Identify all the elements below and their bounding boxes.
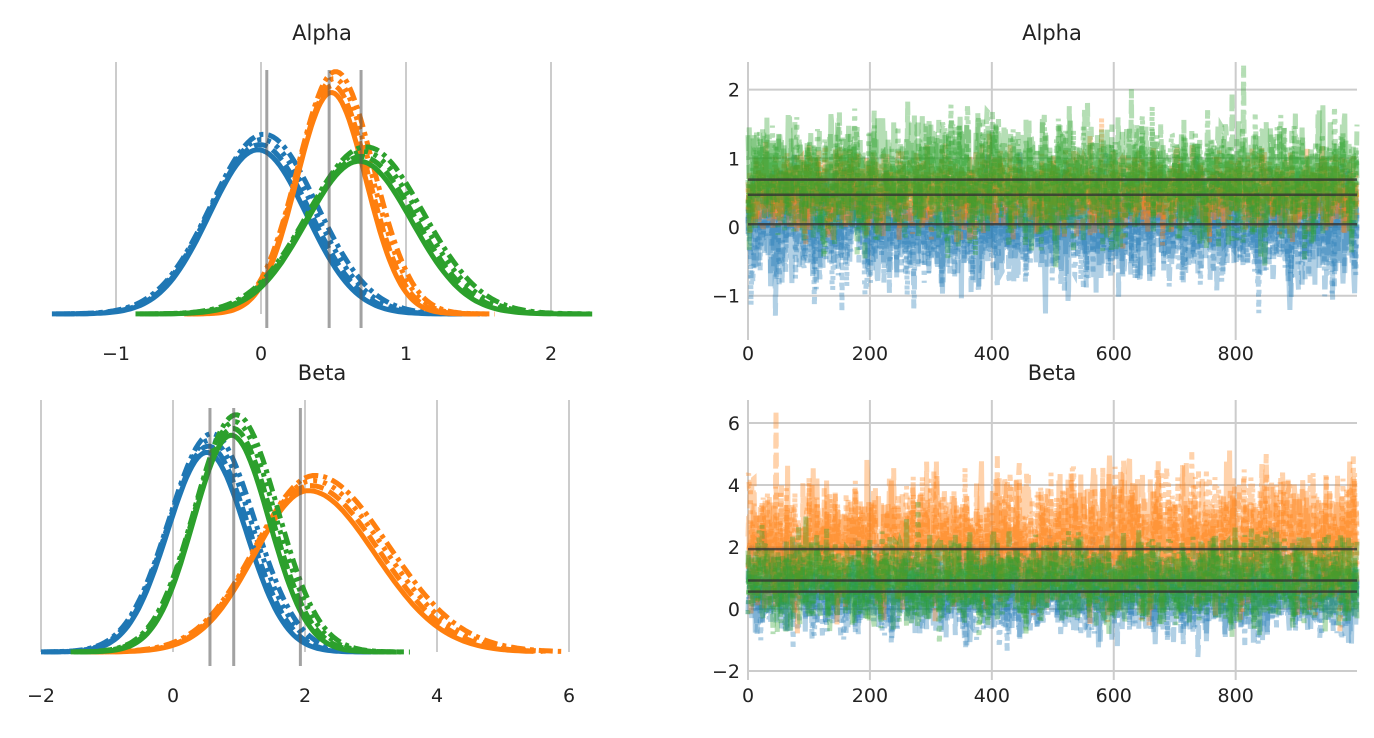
kde-line-chain-1 — [76, 425, 397, 655]
x-tick-label: 600 — [1096, 343, 1132, 365]
kde-line-chain-3 — [135, 144, 595, 317]
x-tick-label: 400 — [974, 343, 1010, 365]
trace-line-chain-3 — [745, 528, 1360, 649]
x-tick-label: 600 — [1096, 685, 1132, 707]
panel-title: Alpha — [292, 21, 352, 45]
trace-line-chain-2 — [745, 104, 1360, 256]
trace-line-chain-1 — [745, 410, 1360, 634]
kde-line-chain-2 — [85, 477, 552, 655]
kde-line-chain-3 — [70, 412, 410, 655]
kde-line-chain-0 — [192, 90, 477, 317]
x-tick-label: 0 — [167, 685, 179, 707]
x-tick-label: −2 — [27, 685, 55, 707]
y-tick-label: 0 — [728, 599, 740, 621]
x-tick-label: 200 — [852, 343, 888, 365]
panel-kde-alpha: Alpha −1 0 1 2 — [51, 21, 595, 365]
y-tick-label: 1 — [728, 148, 740, 170]
panel-kde-beta: Beta −2 0 2 4 6 — [27, 361, 575, 707]
trace-line-chain-2 — [745, 118, 1360, 252]
panel-title: Beta — [1028, 361, 1076, 385]
trace-line-chain-0 — [745, 105, 1360, 268]
panel-title: Alpha — [1022, 21, 1082, 45]
x-tick-label: 4 — [431, 685, 443, 707]
x-tick-label: 800 — [1218, 343, 1254, 365]
y-tick-label: 2 — [728, 80, 740, 102]
x-tick-label: −1 — [102, 343, 130, 365]
trace-line-chain-2 — [745, 499, 1360, 644]
y-tick-label: −2 — [712, 661, 740, 683]
trace-line-chain-2 — [745, 153, 1360, 314]
y-tick-label: 6 — [728, 413, 740, 435]
kde-line-chain-1 — [89, 483, 543, 655]
kde-line-chain-3 — [41, 431, 392, 655]
panel-title: Beta — [298, 361, 346, 385]
trace-line-chain-3 — [745, 159, 1360, 309]
x-tick-label: 200 — [852, 685, 888, 707]
y-tick-label: −1 — [712, 286, 740, 308]
x-tick-label: 2 — [545, 343, 557, 365]
trace-line-chain-2 — [745, 466, 1360, 634]
x-tick-label: 800 — [1218, 685, 1254, 707]
trace-line-chain-2 — [745, 525, 1360, 652]
kde-line-chain-2 — [187, 76, 489, 317]
y-tick-label: 4 — [728, 475, 740, 497]
trace-line-chain-0 — [745, 516, 1360, 636]
kde-line-chain-2 — [73, 419, 404, 655]
x-tick-label: 0 — [742, 343, 754, 365]
x-tick-label: 0 — [255, 343, 267, 365]
trace-line-chain-0 — [745, 450, 1360, 624]
kde-line-chain-3 — [51, 131, 487, 317]
trace-line-chain-1 — [745, 153, 1360, 316]
y-tick-label: 2 — [728, 537, 740, 559]
kde-line-chain-1 — [60, 142, 470, 317]
y-tick-label: 0 — [728, 217, 740, 239]
x-tick-label: 6 — [563, 685, 575, 707]
x-tick-label: 1 — [400, 343, 412, 365]
trace-line-chain-3 — [745, 452, 1360, 626]
x-tick-label: 0 — [742, 685, 754, 707]
kde-line-chain-1 — [189, 83, 483, 317]
x-tick-label: 400 — [974, 685, 1010, 707]
trace-line-chain-1 — [745, 89, 1360, 261]
trace-line-chain-0 — [745, 133, 1360, 243]
x-tick-label: 2 — [299, 685, 311, 707]
trace-line-chain-1 — [745, 543, 1360, 658]
kde-line-chain-3 — [184, 69, 495, 317]
trace-line-chain-0 — [745, 152, 1360, 314]
panel-trace-alpha: Alpha 0 200 400 600 800 −1 0 1 2 — [712, 21, 1360, 365]
trace-line-chain-3 — [745, 65, 1360, 268]
